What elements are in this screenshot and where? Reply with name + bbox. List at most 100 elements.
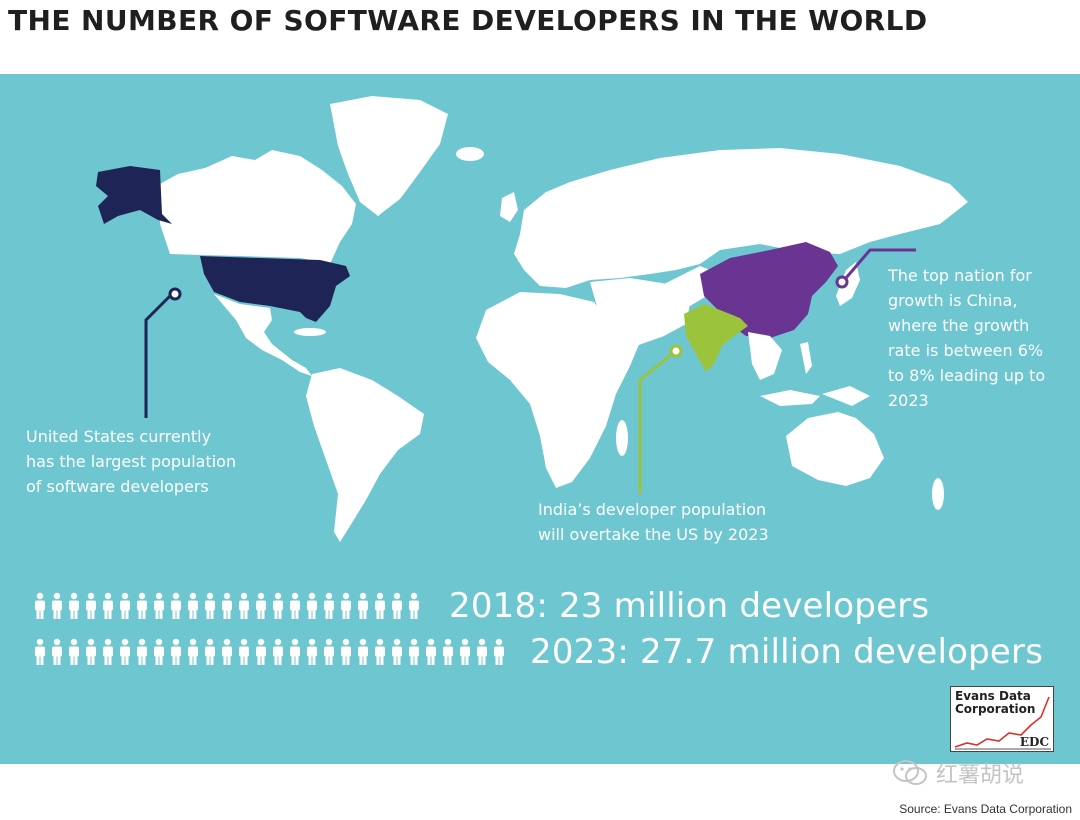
person-icon <box>273 638 283 665</box>
greenland <box>330 96 448 216</box>
us-callout-connector <box>144 287 182 418</box>
edc-logo-abbr: EDC <box>1019 735 1049 749</box>
stat-label-2018: 2018: 23 million developers <box>449 586 930 626</box>
people-icons-2018 <box>32 592 423 620</box>
southeast-asia <box>748 332 782 380</box>
person-icon <box>137 638 147 665</box>
cuba <box>294 328 326 336</box>
africa <box>476 292 640 488</box>
us-callout-line: has the largest population <box>26 452 237 471</box>
person-icon <box>171 638 181 665</box>
person-icon <box>341 638 351 665</box>
stat-row-2018: 2018: 23 million developers <box>32 586 929 626</box>
eurasia-north <box>514 148 968 288</box>
india-callout-connector <box>638 344 683 494</box>
person-icon <box>307 592 317 619</box>
india-callout-line: India’s developer population <box>538 500 767 519</box>
person-icon <box>290 638 300 665</box>
source-credit: Source: Evans Data Corporation <box>899 802 1072 816</box>
philippines <box>800 342 812 374</box>
person-icon <box>86 592 96 619</box>
person-icon <box>154 592 164 619</box>
person-icon <box>171 592 181 619</box>
new-zealand <box>932 478 944 510</box>
south-america <box>306 368 424 542</box>
madagascar <box>616 420 628 456</box>
contiguous-us <box>200 256 350 322</box>
australia <box>786 412 884 486</box>
person-icon <box>137 592 147 619</box>
person-icon <box>120 592 130 619</box>
person-icon <box>324 592 334 619</box>
china-callout-line: 2023 <box>888 391 929 410</box>
person-icon <box>392 638 402 665</box>
person-icon <box>103 592 113 619</box>
person-icon <box>358 638 368 665</box>
person-icon <box>188 592 198 619</box>
edc-logo-line2: Corporation <box>955 702 1036 716</box>
person-icon <box>290 592 300 619</box>
watermark: 红薯胡说 <box>892 757 1024 789</box>
china-callout-line: to 8% leading up to <box>888 366 1046 385</box>
person-icon <box>392 592 402 619</box>
canada <box>160 150 356 264</box>
india-callout-line: will overtake the US by 2023 <box>538 525 769 544</box>
wechat-icon <box>893 760 927 785</box>
person-icon <box>35 638 45 665</box>
person-icon <box>35 592 45 619</box>
person-icon <box>426 638 436 665</box>
us-callout: United States currently has the largest … <box>26 424 236 499</box>
stat-label-2023: 2023: 27.7 million developers <box>530 632 1044 672</box>
china <box>700 242 838 338</box>
person-icon <box>273 592 283 619</box>
person-icon <box>494 638 504 665</box>
person-icon <box>205 638 215 665</box>
person-icon <box>154 638 164 665</box>
china-callout-line: rate is between 6% <box>888 341 1044 360</box>
person-icon <box>375 638 385 665</box>
edc-graph-icon <box>954 696 1051 750</box>
person-icon <box>307 638 317 665</box>
person-icon <box>222 638 232 665</box>
china-callout-line: where the growth <box>888 316 1030 335</box>
alaska <box>96 166 172 224</box>
world-map-panel: United States currently has the largest … <box>0 74 1080 764</box>
person-icon <box>409 638 419 665</box>
person-icon <box>256 638 266 665</box>
us-callout-line: of software developers <box>26 477 209 496</box>
iceland <box>456 147 484 161</box>
person-icon <box>69 592 79 619</box>
us-callout-line: United States currently <box>26 427 212 446</box>
person-icon <box>358 592 368 619</box>
indonesia-1 <box>760 390 820 406</box>
person-icon <box>375 592 385 619</box>
person-icon <box>120 638 130 665</box>
person-icon <box>460 638 470 665</box>
person-icon <box>52 638 62 665</box>
person-icon <box>205 592 215 619</box>
person-icon <box>477 638 487 665</box>
person-icon <box>86 638 96 665</box>
world-map <box>96 96 968 542</box>
person-icon <box>239 592 249 619</box>
people-icons-2023 <box>32 638 508 666</box>
person-icon <box>443 638 453 665</box>
person-icon <box>188 638 198 665</box>
person-icon <box>239 638 249 665</box>
stat-row-2023: 2023: 27.7 million developers <box>32 632 1043 672</box>
mexico <box>214 294 312 376</box>
middle-east <box>590 278 690 346</box>
person-icon <box>222 592 232 619</box>
person-icon <box>52 592 62 619</box>
edc-logo-line1: Evans Data <box>955 689 1031 703</box>
india-callout: India’s developer population will overta… <box>538 497 769 547</box>
edc-logo: Evans Data Corporation EDC <box>950 686 1054 752</box>
watermark-text: 红薯胡说 <box>936 763 1025 788</box>
person-icon <box>256 592 266 619</box>
person-icon <box>341 592 351 619</box>
china-callout-connector <box>835 248 916 289</box>
page-title: THE NUMBER OF SOFTWARE DEVELOPERS IN THE… <box>8 4 928 37</box>
india <box>684 304 748 372</box>
china-callout-line: growth is China, <box>888 291 1018 310</box>
china-callout-line: The top nation for <box>888 266 1032 285</box>
